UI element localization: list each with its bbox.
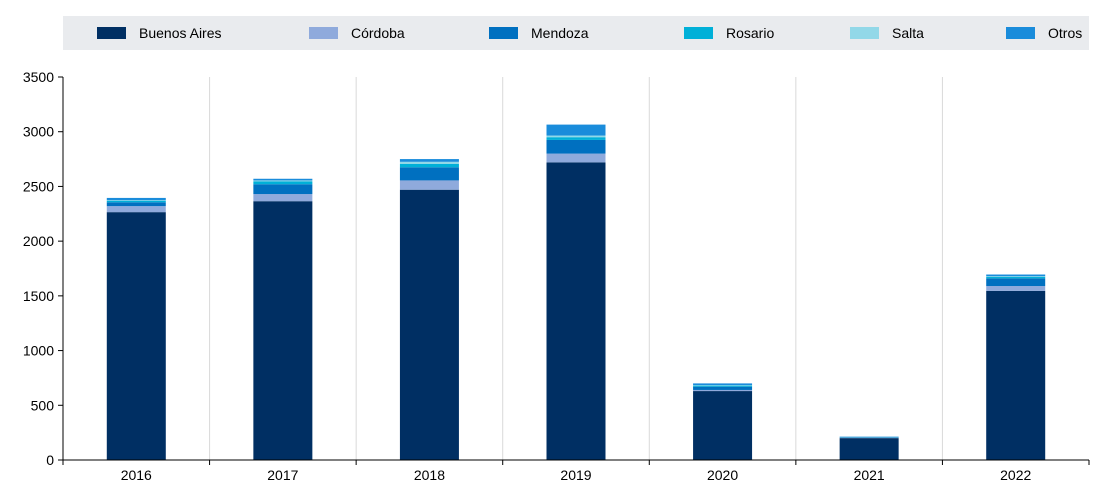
bar-segment	[253, 194, 312, 201]
bar-segment	[400, 164, 459, 167]
bar-segment	[547, 125, 606, 136]
bar-segment	[547, 140, 606, 154]
bar-segment	[400, 159, 459, 162]
bar-segment	[107, 212, 166, 460]
bar-segment	[400, 180, 459, 189]
bar-segment	[840, 437, 899, 438]
bar-segment	[253, 201, 312, 460]
bar-segment	[253, 182, 312, 185]
bar-segment	[547, 137, 606, 140]
bar-segment	[107, 202, 166, 206]
bar-segment	[986, 275, 1045, 277]
bar-segment	[253, 179, 312, 181]
bar-segment	[547, 154, 606, 163]
bar-segment	[547, 136, 606, 138]
bar-segment	[547, 162, 606, 460]
bar-segment	[693, 383, 752, 385]
x-tick-label: 2018	[414, 467, 445, 482]
bar-segment	[693, 390, 752, 391]
y-tick-label: 1500	[23, 288, 54, 304]
bar-segment	[253, 184, 312, 194]
legend-swatch	[850, 27, 879, 39]
bar-segment	[107, 198, 166, 200]
legend-label: Buenos Aires	[139, 25, 222, 41]
bar-segment	[986, 278, 1045, 286]
x-tick-label: 2016	[121, 467, 152, 482]
y-tick-label: 0	[46, 452, 54, 468]
legend-label: Otros	[1048, 25, 1082, 41]
bar-segment	[986, 286, 1045, 291]
bar-segment	[253, 180, 312, 181]
bar-segment	[107, 201, 166, 203]
bar-segment	[693, 387, 752, 390]
legend-label: Córdoba	[351, 25, 405, 41]
bar-segment	[400, 167, 459, 180]
bar-segment	[840, 438, 899, 460]
legend-swatch	[309, 27, 338, 39]
legend-swatch	[97, 27, 126, 39]
y-tick-label: 3000	[23, 124, 54, 140]
y-tick-label: 2000	[23, 233, 54, 249]
bar-segment	[693, 386, 752, 387]
legend-swatch	[1006, 27, 1035, 39]
y-tick-label: 1000	[23, 343, 54, 359]
y-tick-label: 500	[31, 397, 55, 413]
bar-segment	[986, 276, 1045, 277]
x-tick-label: 2020	[707, 467, 738, 482]
bar-segment	[400, 162, 459, 164]
bar-segment	[986, 277, 1045, 279]
bar-segment	[693, 385, 752, 386]
legend-label: Rosario	[726, 25, 774, 41]
bar-segment	[107, 200, 166, 201]
legend-swatch	[489, 27, 518, 39]
legend-label: Mendoza	[531, 25, 589, 41]
bar-segment	[400, 190, 459, 460]
y-tick-label: 3500	[23, 69, 54, 85]
x-tick-label: 2022	[1000, 467, 1031, 482]
x-tick-label: 2019	[560, 467, 591, 482]
legend-swatch	[684, 27, 713, 39]
bar-segment	[107, 206, 166, 212]
legend-label: Salta	[892, 25, 924, 41]
y-tick-label: 2500	[23, 178, 54, 194]
bar-segment	[693, 391, 752, 460]
x-tick-label: 2017	[267, 467, 298, 482]
bar-segment	[986, 291, 1045, 460]
x-tick-label: 2021	[854, 467, 885, 482]
